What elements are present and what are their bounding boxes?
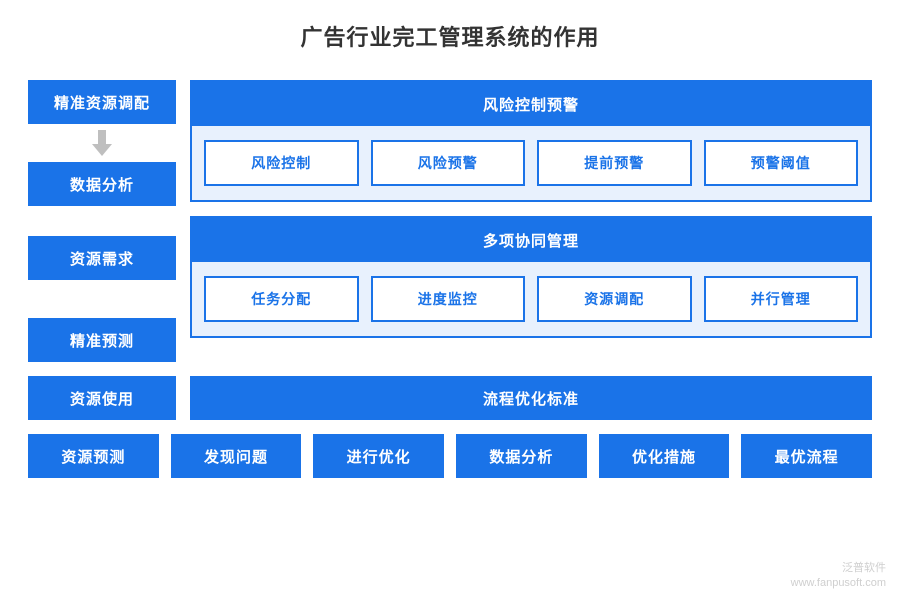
group-2-body: 任务分配 进度监控 资源调配 并行管理 <box>192 262 870 336</box>
group-1-item-3: 预警阈值 <box>704 140 859 186</box>
left-item-3: 精准预测 <box>28 318 176 362</box>
group-2-item-0: 任务分配 <box>204 276 359 322</box>
watermark-line1: 泛普软件 <box>791 561 886 575</box>
bottom-row: 资源预测 发现问题 进行优化 数据分析 优化措施 最优流程 <box>28 434 872 478</box>
left-item-1: 数据分析 <box>28 162 176 206</box>
row-2: 资源使用 流程优化标准 <box>28 376 872 420</box>
group-1-body: 风险控制 风险预警 提前预警 预警阈值 <box>192 126 870 200</box>
bottom-item-3: 数据分析 <box>456 434 587 478</box>
group-1: 风险控制预警 风险控制 风险预警 提前预警 预警阈值 <box>190 80 872 202</box>
bottom-item-1: 发现问题 <box>171 434 302 478</box>
left-item-0: 精准资源调配 <box>28 80 176 124</box>
left-item-2: 资源需求 <box>28 236 176 280</box>
main-grid: 精准资源调配 数据分析 资源需求 精准预测 风险控制预警 风险控制 风险预警 提… <box>28 80 872 362</box>
watermark-line2: www.fanpusoft.com <box>791 576 886 590</box>
bottom-item-4: 优化措施 <box>599 434 730 478</box>
bottom-item-2: 进行优化 <box>313 434 444 478</box>
group-2: 多项协同管理 任务分配 进度监控 资源调配 并行管理 <box>190 216 872 338</box>
right-column: 风险控制预警 风险控制 风险预警 提前预警 预警阈值 多项协同管理 任务分配 进… <box>190 80 872 362</box>
left-column: 精准资源调配 数据分析 资源需求 精准预测 <box>28 80 176 362</box>
group-1-item-2: 提前预警 <box>537 140 692 186</box>
group-1-header: 风险控制预警 <box>192 82 870 126</box>
group-2-item-1: 进度监控 <box>371 276 526 322</box>
group-2-item-2: 资源调配 <box>537 276 692 322</box>
bottom-item-5: 最优流程 <box>741 434 872 478</box>
group-2-item-3: 并行管理 <box>704 276 859 322</box>
bottom-item-0: 资源预测 <box>28 434 159 478</box>
group-2-header: 多项协同管理 <box>192 218 870 262</box>
group-1-item-0: 风险控制 <box>204 140 359 186</box>
row2-left: 资源使用 <box>28 376 176 420</box>
watermark: 泛普软件 www.fanpusoft.com <box>791 561 886 590</box>
row2-right: 流程优化标准 <box>190 376 872 420</box>
arrow-down-icon <box>28 124 176 162</box>
page-title: 广告行业完工管理系统的作用 <box>28 20 872 52</box>
group-1-item-1: 风险预警 <box>371 140 526 186</box>
